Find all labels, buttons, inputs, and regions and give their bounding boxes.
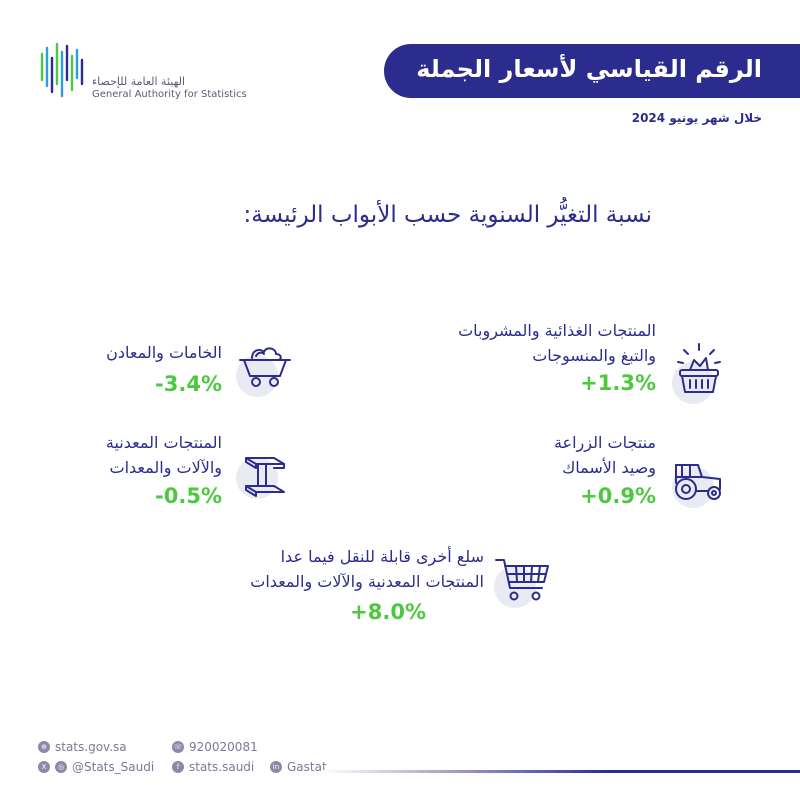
title-banner bbox=[384, 44, 800, 98]
footer-divider bbox=[322, 770, 800, 773]
logo-english-name: General Authority for Statistics bbox=[92, 89, 247, 100]
phone-icon: ☏ bbox=[172, 741, 184, 753]
mine-cart-icon bbox=[238, 340, 292, 390]
category-metal-label: المنتجات المعدنية والآلات والمعدات bbox=[105, 433, 222, 477]
page-title: الرقم القياسي لأسعار الجملة bbox=[416, 55, 762, 83]
steel-beam-icon bbox=[240, 450, 290, 502]
shopping-cart-icon bbox=[494, 554, 552, 606]
facebook-icon: f bbox=[172, 761, 184, 773]
category-other-goods-value: +8.0% bbox=[350, 600, 426, 624]
category-food-label: المنتجات الغذائية والمشروبات والتبغ والم… bbox=[458, 321, 656, 365]
instagram-icon: ◎ bbox=[55, 761, 67, 773]
category-other-goods-label: سلع أخرى قابلة للنقل فيما عدا المنتجات ا… bbox=[250, 547, 484, 591]
x-icon: X bbox=[38, 761, 50, 773]
period-label: خلال شهر يونيو 2024 bbox=[631, 111, 762, 125]
category-food-value: +1.3% bbox=[580, 371, 656, 395]
category-agriculture-value: +0.9% bbox=[580, 484, 656, 508]
logo-arabic-name: الهيئة العامة للإحصاء bbox=[92, 75, 186, 88]
icon-background bbox=[672, 466, 714, 508]
footer-website[interactable]: ⊕ stats.gov.sa bbox=[38, 740, 127, 754]
basket-icon bbox=[670, 340, 728, 398]
category-metal-value: -0.5% bbox=[155, 484, 222, 508]
category-ores-value: -3.4% bbox=[155, 372, 222, 396]
linkedin-icon: in bbox=[270, 761, 282, 773]
footer-linkedin[interactable]: in Gastat bbox=[270, 760, 327, 774]
globe-icon: ⊕ bbox=[38, 741, 50, 753]
footer-twitter[interactable]: X ◎ @Stats_Saudi bbox=[38, 760, 154, 774]
gastat-logo-icon bbox=[38, 40, 84, 98]
tractor-icon bbox=[668, 455, 728, 503]
footer-facebook[interactable]: f stats.saudi bbox=[172, 760, 254, 774]
category-agriculture-label: منتجات الزراعة وصيد الأسماك bbox=[553, 433, 656, 477]
category-ores-label: الخامات والمعادن bbox=[106, 343, 222, 362]
section-title: نسبة التغيُّر السنوية حسب الأبواب الرئيس… bbox=[243, 202, 652, 228]
footer-phone[interactable]: ☏ 920020081 bbox=[172, 740, 258, 754]
